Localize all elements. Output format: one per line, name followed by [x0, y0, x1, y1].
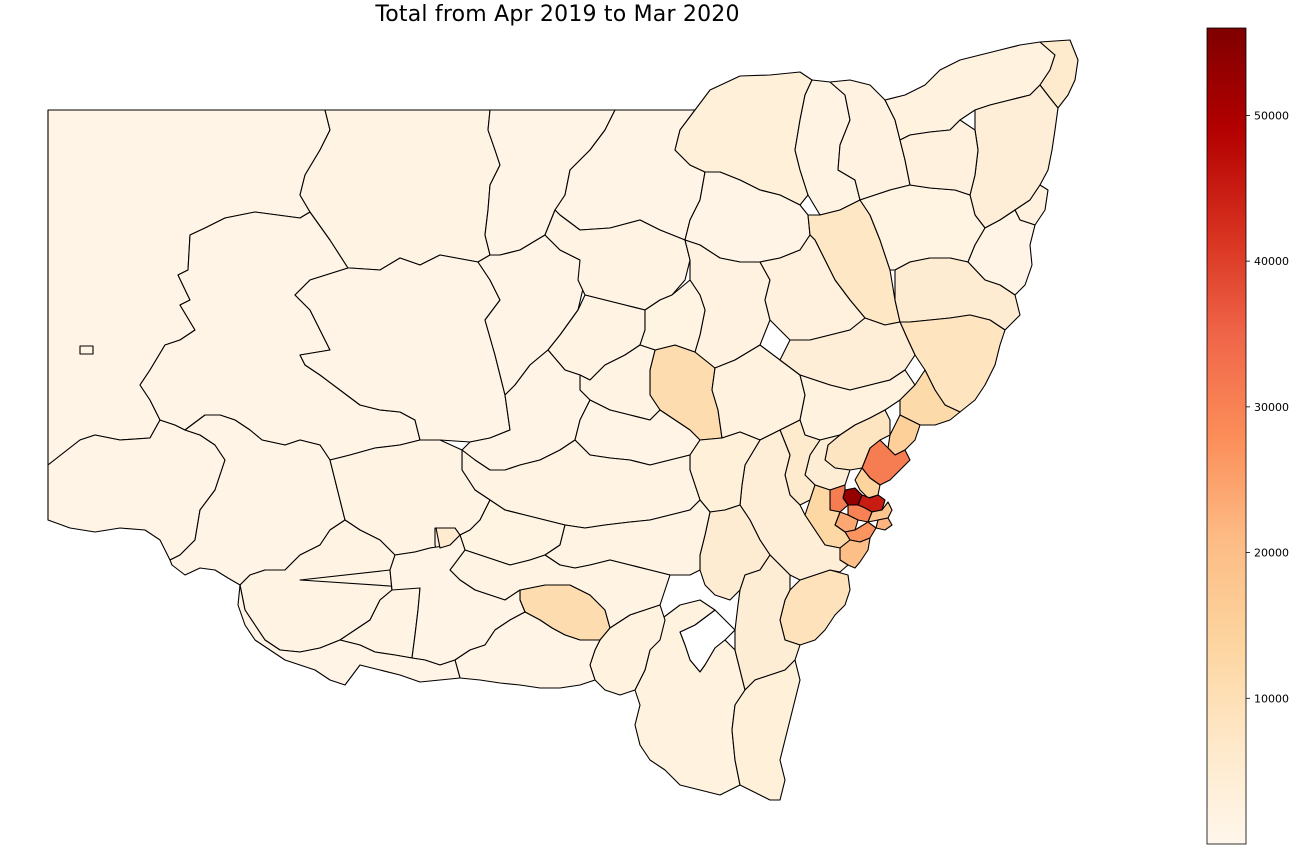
- colorbar-tick-label: 10000: [1254, 692, 1289, 705]
- region-south-coast-2: [731, 659, 801, 801]
- map-title: Total from Apr 2019 to Mar 2020: [375, 2, 740, 27]
- region-murray-6: [237, 584, 461, 686]
- region-murray-5: [454, 611, 601, 689]
- colorbar-tick-label: 30000: [1254, 401, 1289, 414]
- colorbar-tick-label: 20000: [1254, 547, 1289, 560]
- region-far-west-isle: [79, 345, 94, 355]
- region-murray-4: [435, 527, 461, 549]
- choropleth-map: [47, 39, 1079, 801]
- colorbar-tick-label: 50000: [1254, 109, 1289, 122]
- colorbar: 10000 20000 30000 40000 50000: [1206, 27, 1289, 845]
- region-sydney-inner-3: [867, 501, 893, 523]
- regions-layer: [47, 39, 1079, 801]
- region-mid-north-coast-1: [899, 314, 1006, 413]
- region-sydney-inner-4: [875, 517, 893, 531]
- colorbar-tick-label: 40000: [1254, 255, 1289, 268]
- colorbar-ticks: 10000 20000 30000 40000 50000: [1246, 109, 1289, 705]
- region-new-england-3: [899, 119, 979, 196]
- region-great-lakes: [899, 369, 961, 426]
- colorbar-bar: [1206, 27, 1247, 845]
